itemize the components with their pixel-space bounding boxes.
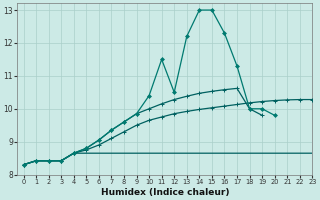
X-axis label: Humidex (Indice chaleur): Humidex (Indice chaleur) [100, 188, 229, 197]
